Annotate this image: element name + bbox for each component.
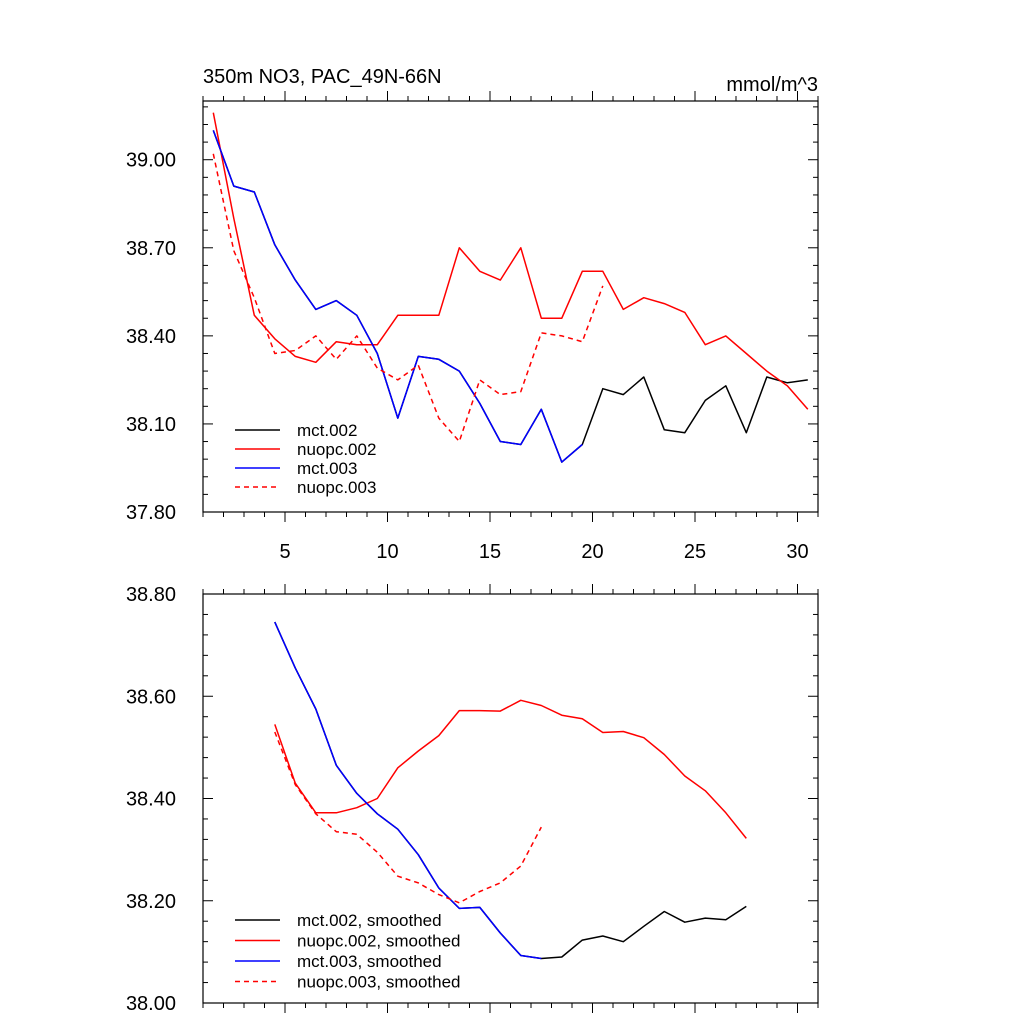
series-line-mct-003 (212, 130, 583, 463)
y-tick-label: 38.40 (126, 326, 176, 348)
series-line-nuopc-002 (212, 112, 809, 410)
x-tick-label: 30 (786, 541, 808, 563)
x-tick-label: 10 (376, 541, 398, 563)
series-line-mct-003-smoothed (274, 621, 542, 960)
y-tick-label: 38.40 (126, 789, 176, 811)
y-tick-label: 38.70 (126, 238, 176, 260)
top-panel: 5 10 15 20 25 30 37.80 38.10 38.40 38.70 39.00 350m… (126, 66, 819, 563)
x-tick-label: 15 (479, 541, 501, 563)
series-line-nuopc-003-smoothed (274, 731, 542, 904)
x-tick-label: 25 (684, 541, 706, 563)
y-tick-label: 38.10 (126, 414, 176, 436)
y-tick-label: 38.00 (126, 993, 176, 1015)
x-tick-label: 20 (581, 541, 603, 563)
units-label: mmol/m^3 (726, 74, 818, 96)
chart-title: 350m NO3, PAC_49N-66N (203, 66, 442, 88)
legend-label: mct.002 (297, 421, 357, 440)
y-tick-label: 39.00 (126, 150, 176, 172)
y-tick-label: 38.20 (126, 891, 176, 913)
y-tick-label: 37.80 (126, 502, 176, 524)
legend-label: nuopc.003, smoothed (297, 973, 461, 992)
legend-label: nuopc.003 (297, 478, 376, 497)
x-tick-label: 5 (279, 541, 290, 563)
legend-label: nuopc.002, smoothed (297, 932, 461, 951)
series-line-nuopc-002-smoothed (274, 699, 747, 839)
legend-label: mct.002, smoothed (297, 911, 442, 930)
legend-label: mct.003 (297, 459, 357, 478)
legend-label: nuopc.002 (297, 440, 376, 459)
y-tick-label: 38.80 (126, 584, 176, 606)
y-tick-label: 38.60 (126, 686, 176, 708)
bottom-panel: 38.00 38.20 38.40 38.60 38.80 mct.002, smooth… (126, 584, 819, 1015)
legend-label: mct.003, smoothed (297, 952, 442, 971)
